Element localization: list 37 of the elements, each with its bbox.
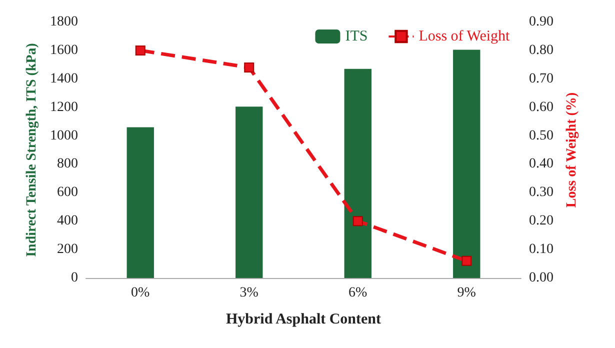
point	[244, 62, 254, 73]
bar	[453, 50, 480, 278]
y2-axis-title: Loss of Weight (%)	[564, 92, 580, 208]
legend-label: ITS	[345, 28, 368, 44]
y-axis-title: Indirect Tensile Strength, ITS (kPa)	[24, 42, 40, 257]
y2-tick-label: 0.90	[529, 14, 554, 30]
bar	[126, 127, 154, 278]
x-axis-title: Hybrid Asphalt Content	[226, 312, 382, 328]
y-tick-label: 0	[71, 270, 78, 286]
y-tick-label: 1400	[50, 71, 78, 86]
x-tick-label: 9%	[457, 286, 476, 300]
y-tick-label: 1200	[50, 100, 78, 115]
y2-tick-label: 0.40	[529, 156, 554, 172]
y2-tick-label: 0.20	[529, 214, 554, 229]
point	[462, 256, 472, 266]
point	[352, 216, 363, 226]
x-tick-label: 0%	[131, 286, 150, 300]
y-tick-label: 200	[57, 242, 78, 258]
y-tick-label: 1000	[50, 128, 78, 144]
bar	[344, 68, 372, 278]
x-tick-label: 6%	[348, 286, 368, 300]
y2-tick-label: 0.10	[529, 242, 554, 258]
y-tick-label: 1600	[50, 42, 78, 58]
y-tick-label: 600	[57, 185, 78, 200]
legend-label: Loss of Weight	[418, 28, 511, 44]
y2-tick-label: 0.00	[529, 270, 554, 286]
y2-tick-label: 0.60	[529, 100, 554, 115]
y2-tick-label: 0.70	[529, 71, 554, 86]
y2-tick-label: 0.50	[529, 128, 554, 144]
y-tick-label: 1800	[50, 14, 78, 30]
y2-tick-label: 0.30	[529, 185, 554, 200]
point	[135, 45, 146, 56]
x-tick-label: 3%	[240, 286, 259, 300]
y-tick-label: 400	[57, 214, 78, 229]
bar	[236, 106, 263, 278]
y2-tick-label: 0.80	[529, 42, 554, 58]
y-tick-label: 800	[57, 156, 78, 172]
